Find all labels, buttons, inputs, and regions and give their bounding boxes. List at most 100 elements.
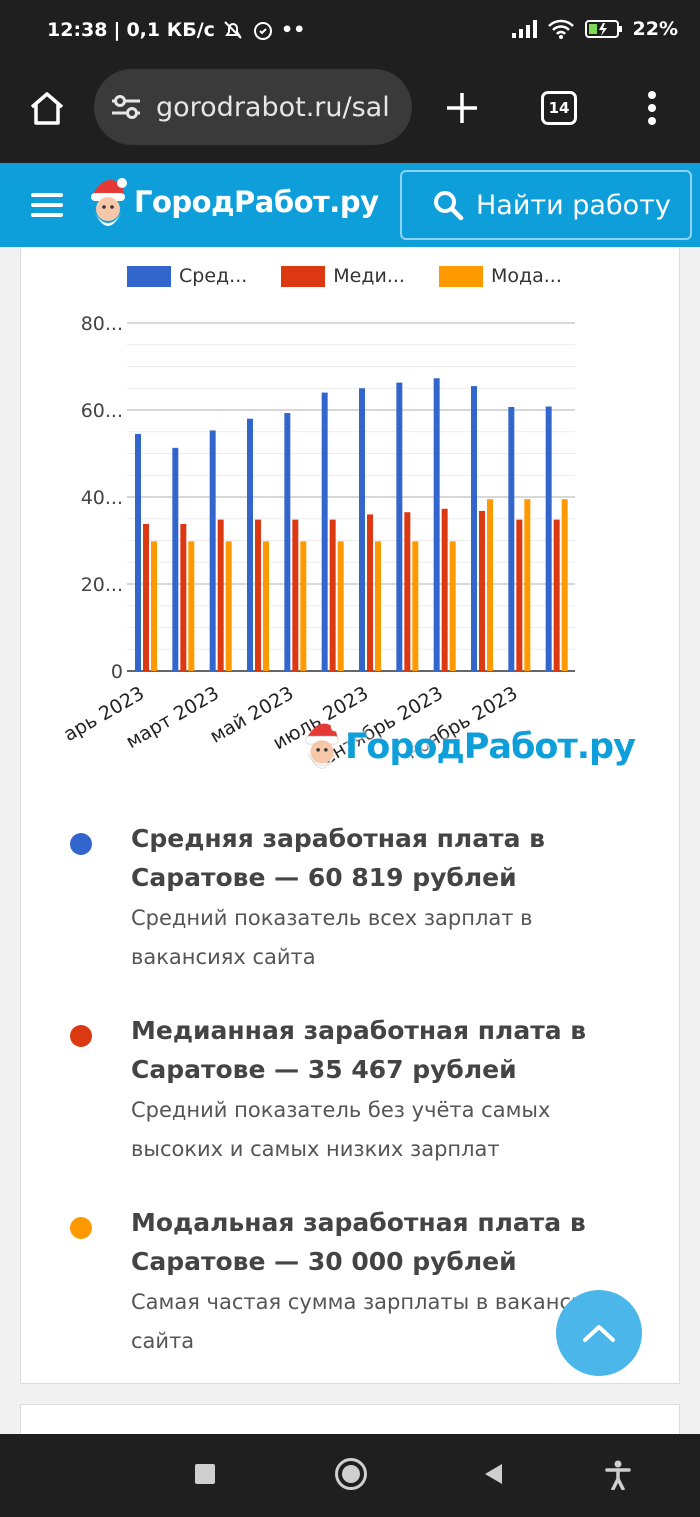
stat-desc: Средний показатель без учёта самых высок… — [131, 1098, 551, 1161]
stat-dot — [70, 1025, 92, 1047]
bar[interactable] — [524, 499, 531, 671]
url-bar[interactable]: gorodrabot.ru/sal — [94, 69, 412, 145]
bar[interactable] — [172, 447, 179, 671]
home-circle-icon[interactable] — [335, 1458, 367, 1490]
legend-swatch — [438, 265, 483, 287]
alarm-off-icon — [224, 21, 242, 39]
bar[interactable] — [188, 541, 195, 671]
legend-item-median[interactable]: Меди... — [281, 265, 405, 287]
bar[interactable] — [441, 508, 448, 671]
battery-percent: 22% — [632, 18, 678, 40]
santa-logo-icon[interactable] — [86, 171, 130, 237]
status-time: 12:38 — [47, 19, 108, 41]
y-tick-label: 0 — [111, 661, 123, 683]
wifi-icon — [547, 19, 574, 39]
bar[interactable] — [292, 519, 299, 671]
legend-item-average[interactable]: Сред... — [127, 265, 247, 287]
chevron-up-icon — [583, 1325, 615, 1342]
bar[interactable] — [553, 519, 560, 671]
bar[interactable] — [404, 512, 411, 671]
y-tick-label: 20... — [81, 574, 123, 596]
more-menu-icon[interactable] — [646, 90, 658, 126]
bar[interactable] — [180, 523, 187, 671]
battery-icon — [584, 20, 622, 38]
site-logo[interactable]: ГородРабот.ру — [134, 185, 379, 219]
bar[interactable] — [516, 519, 523, 671]
bar[interactable] — [217, 519, 224, 671]
tabs-icon[interactable]: 14 — [541, 91, 577, 125]
status-speed: 0,1 КБ/с — [126, 19, 215, 41]
stat-dot — [70, 1217, 92, 1239]
stat-title: Медианная заработная плата в Саратове — … — [131, 1016, 587, 1084]
bar[interactable] — [321, 392, 328, 671]
bar[interactable] — [561, 499, 568, 671]
new-tab-icon[interactable] — [445, 91, 479, 125]
stat-dot — [70, 833, 92, 855]
bar[interactable] — [151, 541, 157, 671]
legend-label: Меди... — [333, 265, 405, 287]
bar[interactable] — [375, 541, 381, 671]
stat-title: Средняя заработная плата в Саратове — 60… — [131, 824, 545, 892]
bar[interactable] — [329, 519, 336, 671]
santa-watermark-icon — [305, 721, 341, 769]
stat-desc: Средний показатель всех зарплат в ваканс… — [131, 906, 533, 969]
search-icon — [434, 191, 464, 221]
chart-watermark: ГородРабот.ру — [299, 715, 636, 779]
find-job-button[interactable]: Найти работу — [400, 170, 692, 240]
watermark-text: ГородРабот.ру — [345, 727, 636, 767]
y-tick-label: 80... — [81, 313, 123, 335]
hamburger-menu-icon[interactable] — [31, 193, 63, 217]
stat-desc: Самая частая сумма зарплаты в вакансиях … — [131, 1290, 610, 1353]
salary-stats: Средняя заработная плата в Саратове — 60… — [67, 819, 647, 1395]
salary-card: Сред... Меди... Мода... 0 20... 40... 60...… — [20, 247, 680, 1384]
bar[interactable] — [449, 541, 456, 671]
url-text: gorodrabot.ru/sal — [156, 91, 390, 123]
back-icon[interactable] — [482, 1462, 504, 1486]
bar[interactable] — [471, 386, 477, 671]
browser-toolbar: gorodrabot.ru/sal 14 — [0, 60, 700, 163]
system-nav-bar — [0, 1434, 700, 1517]
bar[interactable] — [412, 541, 419, 671]
legend-label: Сред... — [179, 265, 248, 287]
bar[interactable] — [367, 514, 373, 671]
bar[interactable] — [284, 413, 291, 671]
stat-median: Медианная заработная плата в Саратове — … — [67, 1011, 647, 1169]
chart-legend: Сред... Меди... Мода... — [127, 265, 562, 287]
find-job-label: Найти работу — [476, 189, 671, 221]
bar[interactable] — [225, 541, 232, 671]
tabs-count: 14 — [548, 99, 570, 117]
bar[interactable] — [300, 541, 307, 671]
stat-average: Средняя заработная плата в Саратове — 60… — [67, 819, 647, 977]
bar[interactable] — [247, 418, 253, 671]
y-tick-label: 60... — [81, 400, 123, 422]
legend-label: Мода... — [490, 265, 562, 287]
bar[interactable] — [135, 433, 141, 671]
bar[interactable] — [396, 382, 403, 671]
bar[interactable] — [209, 430, 216, 671]
legend-item-modal[interactable]: Мода... — [438, 265, 562, 287]
scroll-to-top-button[interactable] — [556, 1290, 642, 1376]
legend-swatch — [127, 265, 171, 287]
legend-swatch — [281, 265, 326, 287]
signal-icon — [511, 20, 537, 38]
bar[interactable] — [263, 541, 269, 671]
bar[interactable] — [255, 519, 261, 671]
y-tick-label: 40... — [81, 487, 123, 509]
bar[interactable] — [143, 523, 149, 671]
recents-icon[interactable] — [195, 1464, 215, 1484]
bar[interactable] — [487, 499, 493, 671]
stat-title: Модальная заработная плата в Саратове — … — [131, 1208, 586, 1276]
bar[interactable] — [433, 378, 440, 671]
site-header: ГородРабот.ру Найти работу — [0, 163, 700, 247]
bar[interactable] — [479, 510, 485, 671]
home-icon[interactable] — [28, 90, 66, 126]
alarm-icon — [253, 22, 272, 40]
bar[interactable] — [508, 406, 515, 671]
site-settings-icon[interactable] — [110, 93, 142, 121]
bar[interactable] — [545, 406, 552, 671]
bar[interactable] — [359, 388, 365, 671]
accessibility-icon[interactable] — [605, 1460, 631, 1490]
bar[interactable] — [337, 541, 344, 671]
status-bar: 12:38 | 0,1 КБ/с •• 22% — [0, 0, 700, 60]
